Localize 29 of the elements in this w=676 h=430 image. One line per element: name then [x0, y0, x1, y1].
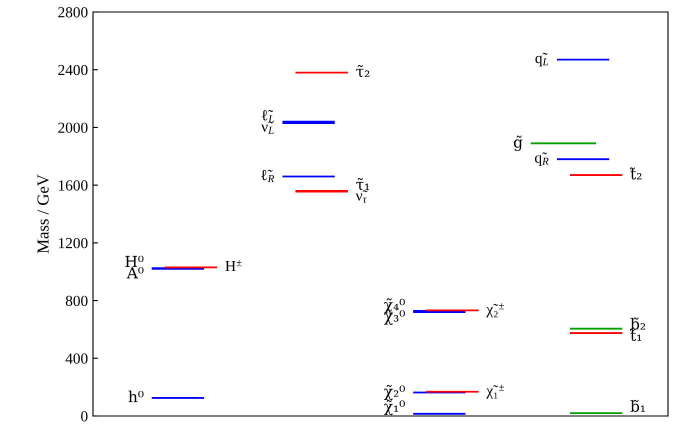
series-label: χ̃₁⁰ — [384, 400, 405, 416]
series-label: h⁰ — [128, 390, 144, 402]
series-label: τ̃₁ — [356, 178, 370, 190]
y-axis-title: Mass / GeV — [37, 174, 49, 254]
series-label: q̃$_{L}$ — [535, 52, 548, 66]
series-label: A⁰ — [126, 267, 144, 278]
y-tick-label: 800 — [66, 296, 88, 306]
series-label: τ̃₂ — [356, 64, 370, 77]
series-label: t̃₂ — [630, 167, 642, 180]
series-label: ν̃$_{L}$ — [261, 121, 274, 134]
series-label: g̃ — [514, 136, 522, 151]
series-label: χ̃₁$^{±}$ — [486, 384, 504, 399]
y-tick-label: 2000 — [58, 122, 88, 133]
y-tick-label: 2400 — [58, 64, 88, 76]
y-tick-label: 400 — [66, 353, 88, 364]
series-label: b̃₁ — [630, 400, 645, 412]
series-label: χ̃₂⁰ — [384, 384, 405, 400]
series-label: H$^{±}$ — [225, 260, 242, 272]
series-label: t̃₁ — [630, 328, 642, 341]
series-label: χ̃₂$^{±}$ — [486, 303, 504, 318]
series-label: q̃$_{R}$ — [534, 152, 549, 166]
y-tick-label: 1600 — [58, 180, 88, 191]
series-label: b̃₂ — [630, 318, 646, 330]
series-label: ν̃$_{τ}$ — [356, 190, 368, 203]
y-tick-label: 2800 — [58, 7, 88, 18]
series-label: ℓ̃$_{R}$ — [261, 170, 274, 182]
y-tick-label: 0 — [81, 411, 88, 422]
series-label: H⁰ — [125, 256, 144, 268]
y-tick-label: 1200 — [58, 238, 88, 248]
